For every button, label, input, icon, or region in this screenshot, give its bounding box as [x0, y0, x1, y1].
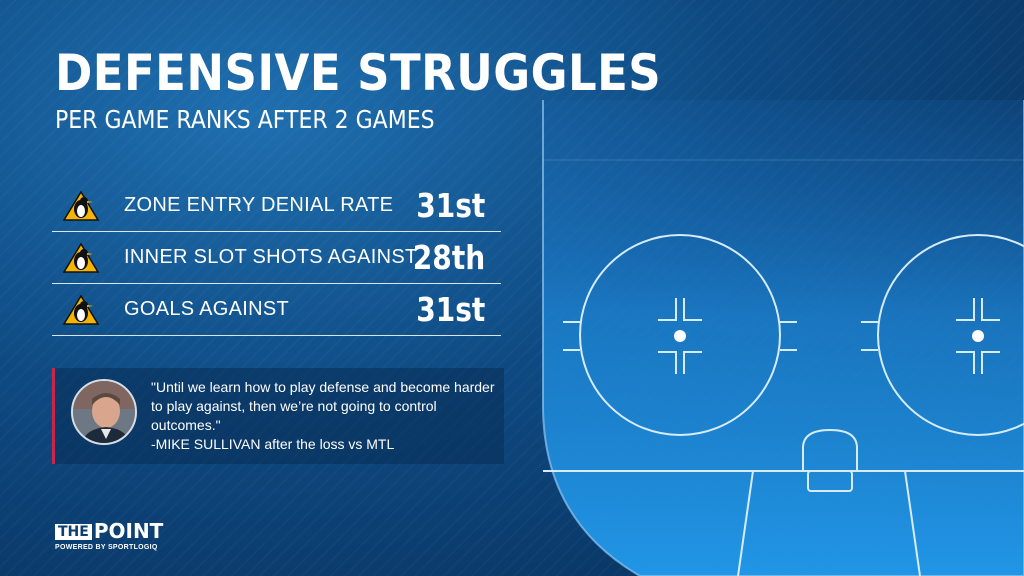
coach-portrait-icon [73, 381, 135, 443]
faceoff-circle-right [861, 234, 1024, 436]
brand-logo: THE POINT POWERED BY SPORTLOGIQ [55, 520, 163, 553]
penguins-logo-icon [62, 242, 100, 273]
page-title: DEFENSIVE STRUGGLES [55, 44, 662, 102]
stat-row: INNER SLOT SHOTS AGAINST 28th [52, 232, 501, 284]
goal-net [802, 428, 858, 492]
brand-name: THE POINT [55, 520, 163, 543]
quote-body: "Until we learn how to play defense and … [151, 379, 495, 433]
stat-rank: 31st [415, 290, 485, 329]
stat-row: GOALS AGAINST 31st [52, 284, 501, 336]
quote-text: "Until we learn how to play defense and … [151, 378, 501, 454]
stat-label: INNER SLOT SHOTS AGAINST [124, 246, 418, 268]
brand-the: THE [55, 524, 92, 540]
coach-avatar [71, 379, 137, 445]
quote-box: "Until we learn how to play defense and … [52, 368, 504, 464]
stat-rank: 28th [412, 238, 485, 277]
quote-attribution: -MIKE SULLIVAN after the loss vs MTL [151, 436, 395, 452]
penguins-logo-icon [62, 190, 100, 221]
rink-boards [542, 100, 1024, 576]
stat-row: ZONE ENTRY DENIAL RATE 31st [52, 180, 501, 232]
stat-rank: 31st [415, 186, 485, 225]
penguins-logo-icon [62, 294, 100, 325]
brand-point: POINT [93, 519, 164, 543]
stat-label: ZONE ENTRY DENIAL RATE [124, 194, 394, 216]
stat-label: GOALS AGAINST [124, 298, 290, 320]
page-subtitle: PER GAME RANKS AFTER 2 GAMES [55, 105, 435, 134]
brand-powered-by: POWERED BY SPORTLOGIQ [55, 544, 158, 551]
stats-list: ZONE ENTRY DENIAL RATE 31st INNER SLOT S… [52, 180, 501, 336]
faceoff-circle-left [563, 234, 797, 436]
